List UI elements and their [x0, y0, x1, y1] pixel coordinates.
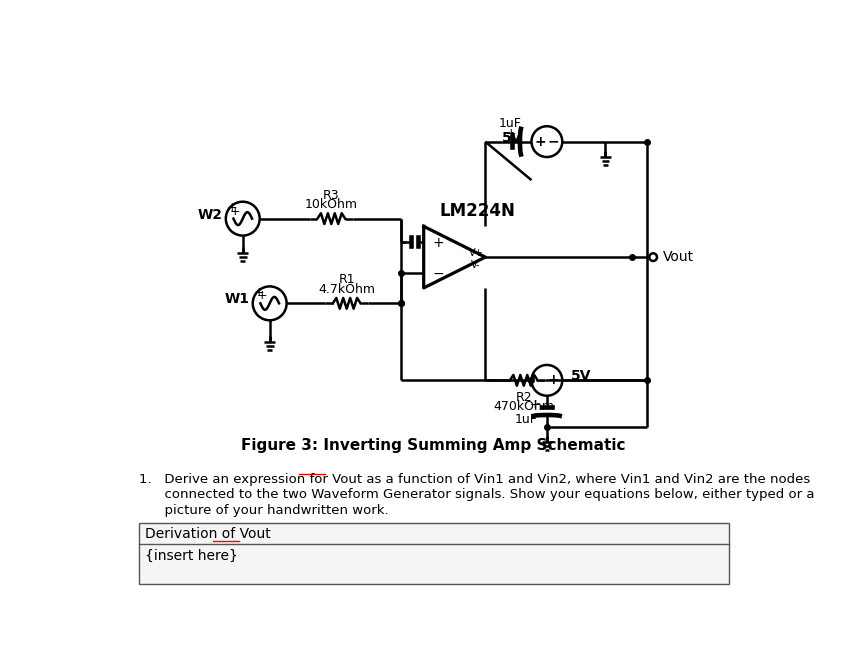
Text: +: +: [506, 127, 516, 139]
FancyBboxPatch shape: [139, 523, 729, 584]
Text: W1: W1: [224, 293, 250, 307]
Text: V-: V-: [471, 260, 481, 270]
Text: R1: R1: [339, 273, 355, 286]
Text: V+: V+: [468, 247, 484, 257]
Text: +: +: [547, 374, 559, 388]
Text: +: +: [433, 236, 445, 250]
Text: 5V: 5V: [502, 131, 523, 145]
Text: picture of your handwritten work.: picture of your handwritten work.: [139, 504, 389, 516]
Text: −: −: [547, 135, 559, 149]
Text: 1.   Derive an expression for Vout as a function of Vin1 and Vin2, where Vin1 an: 1. Derive an expression for Vout as a fu…: [139, 473, 810, 486]
Text: +: +: [535, 135, 546, 149]
Text: W2: W2: [198, 208, 223, 222]
Text: +: +: [530, 398, 540, 411]
Text: 4.7kOhm: 4.7kOhm: [318, 283, 375, 295]
Text: 5V: 5V: [571, 370, 592, 384]
Text: +: +: [253, 286, 264, 299]
Text: 1uF: 1uF: [515, 413, 538, 426]
Text: R2: R2: [516, 391, 532, 404]
Text: {insert here}: {insert here}: [145, 549, 238, 563]
Text: +: +: [227, 201, 237, 214]
Text: connected to the two Waveform Generator signals. Show your equations below, eith: connected to the two Waveform Generator …: [139, 488, 814, 501]
Text: −: −: [535, 374, 546, 388]
Text: 10kOhm: 10kOhm: [305, 198, 357, 211]
Text: 1uF: 1uF: [499, 117, 522, 131]
Text: Figure 3: Inverting Summing Amp Schematic: Figure 3: Inverting Summing Amp Schemati…: [241, 438, 626, 454]
Text: 470kOhm: 470kOhm: [493, 400, 554, 414]
Text: LM224N: LM224N: [439, 202, 515, 220]
Text: +: +: [257, 289, 268, 302]
Text: Derivation of Vout: Derivation of Vout: [145, 528, 271, 542]
Text: Vout: Vout: [662, 250, 694, 264]
Text: +: +: [230, 205, 241, 217]
Text: R3: R3: [323, 189, 340, 201]
Text: −: −: [433, 267, 445, 281]
